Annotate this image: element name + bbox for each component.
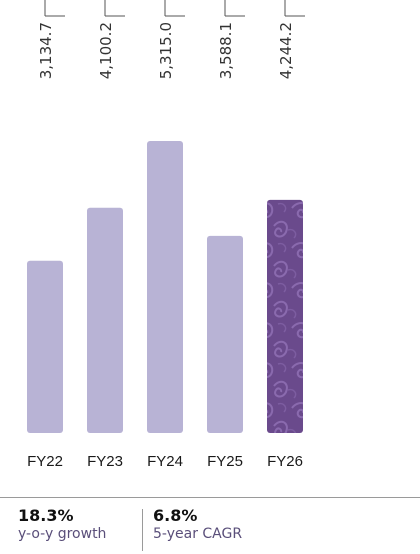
- stat-cagr: 6.8% 5-year CAGR: [142, 506, 243, 551]
- stat-cagr-value: 6.8%: [153, 506, 198, 525]
- stats-row: 18.3% y-o-y growth 6.8% 5-year CAGR: [18, 507, 242, 551]
- bar: [27, 260, 63, 433]
- bar: [87, 207, 123, 433]
- value-label: 3,134.7: [37, 22, 55, 79]
- stat-yoy-label: y-o-y growth: [18, 526, 107, 542]
- value-label: 3,588.1: [217, 22, 235, 79]
- stat-yoy: 18.3% y-o-y growth: [18, 507, 142, 551]
- category-label: FY26: [267, 453, 303, 470]
- stat-yoy-value: 18.3%: [18, 506, 74, 525]
- bars: [27, 141, 303, 433]
- stat-cagr-label: 5-year CAGR: [153, 526, 243, 542]
- value-ticks: 3,134.7 4,100.2 5,315.0 3,588.1 4,244.2: [37, 0, 305, 79]
- value-label: 4,100.2: [97, 22, 115, 79]
- category-label: FY24: [147, 453, 183, 470]
- divider: [0, 497, 420, 498]
- bar: [207, 235, 243, 433]
- category-label: FY22: [27, 453, 63, 470]
- category-labels: FY22 FY23 FY24 FY25 FY26: [27, 453, 303, 470]
- bar-chart: 3,134.7 4,100.2 5,315.0 3,588.1 4,244.2 FY22…: [27, 0, 305, 470]
- category-label: FY23: [87, 453, 123, 470]
- bar: [147, 141, 183, 433]
- value-label: 5,315.0: [157, 22, 175, 79]
- bar-highlight: [267, 199, 303, 433]
- value-label: 4,244.2: [277, 22, 295, 79]
- category-label: FY25: [207, 453, 243, 470]
